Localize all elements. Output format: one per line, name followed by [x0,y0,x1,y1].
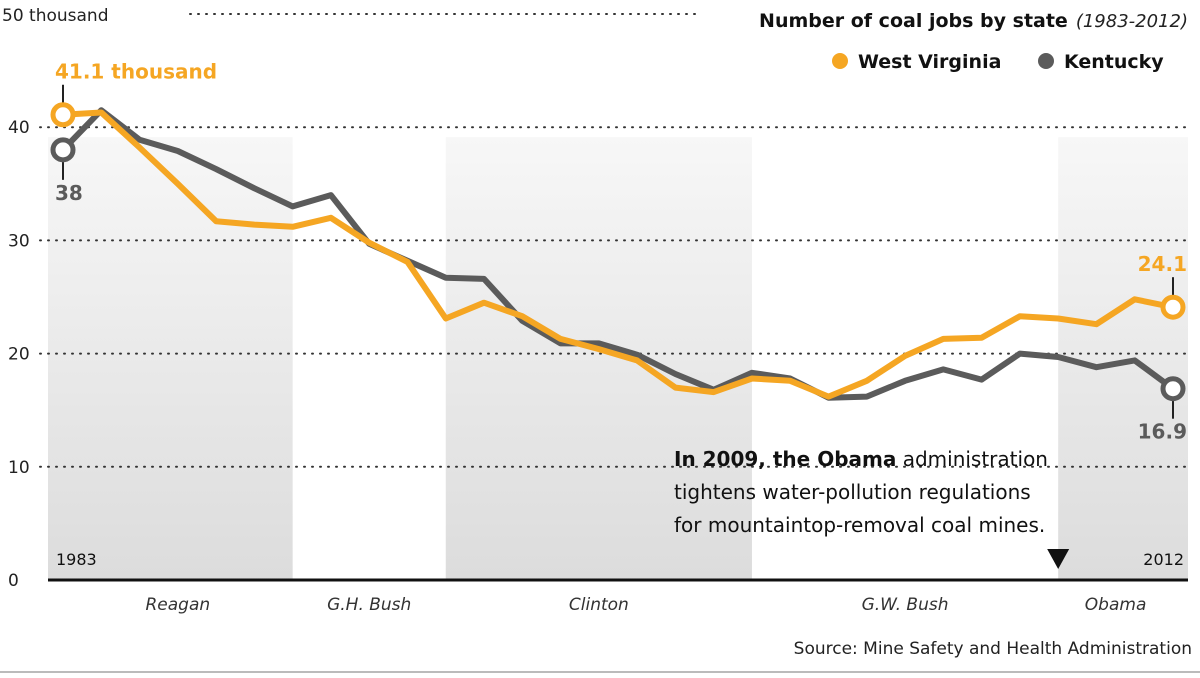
annotation-marker-triangle [1047,549,1070,569]
legend: West Virginia Kentucky [832,51,1164,73]
administration-label-reagan: Reagan [145,595,210,615]
callout-value-west-virginia-start: 41.1 thousand [55,60,217,84]
administration-label-clinton: Clinton [569,595,629,615]
y-tick-30: 30 [8,231,30,251]
chart-title-main: Number of coal jobs by state [759,10,1068,32]
endpoint-marker-west-virginia-start [50,102,76,128]
y-axis-tick-labels: 0 10 20 30 40 [8,118,30,591]
series-line-kentucky [60,107,1176,401]
band-clinton [445,137,752,580]
annotation-line-1-rest: administration [896,447,1048,471]
chart-title: Number of coal jobs by state (1983-2012) [759,10,1188,32]
value-callouts: 41.1 thousand 24.1 38 16.9 [50,60,1187,444]
y-tick-20: 20 [8,345,30,365]
x-axis-start-year: 1983 [56,550,97,569]
annotation-line-1: In 2009, the Obama administration [674,447,1048,471]
y-tick-10: 10 [8,458,30,478]
endpoint-marker-kentucky-end [1160,376,1186,402]
annotation-line-2: tightens water-pollution regulations [674,480,1031,504]
legend-swatch-west-virginia [832,53,848,69]
gridlines [39,13,1189,468]
y-tick-40: 40 [8,118,30,138]
legend-swatch-kentucky [1038,53,1054,69]
annotation-bold-text: In 2009, the Obama [674,447,896,471]
data-series [60,107,1176,401]
callout-value-west-virginia-end: 24.1 [1138,252,1187,276]
endpoint-marker-west-virginia-end [1160,294,1186,320]
administration-label-g-h-bush: G.H. Bush [327,595,411,615]
administration-label-g-w-bush: G.W. Bush [862,595,949,615]
y-axis-unit-label: 50 thousand [2,6,109,26]
chart-title-subtitle: (1983-2012) [1076,11,1188,32]
x-axis-end-year: 2012 [1143,550,1184,569]
callout-value-kentucky-end: 16.9 [1138,420,1187,444]
annotation: In 2009, the Obama administration tighte… [674,447,1070,569]
administration-label-obama: Obama [1085,595,1147,615]
legend-label-kentucky: Kentucky [1064,51,1164,73]
legend-label-west-virginia: West Virginia [858,51,1001,73]
source-note: Source: Mine Safety and Health Administr… [794,639,1192,659]
endpoint-marker-kentucky-start [50,137,76,163]
band-obama [1058,137,1188,580]
callout-value-kentucky-start: 38 [55,181,83,205]
y-tick-0: 0 [8,571,19,591]
band-reagan [48,137,293,580]
series-line-west-virginia [60,109,1176,400]
annotation-line-3: for mountaintop-removal coal mines. [674,513,1045,537]
administration-bands: Reagan G.H. Bush Clinton G.W. Bush Obama [48,137,1188,615]
